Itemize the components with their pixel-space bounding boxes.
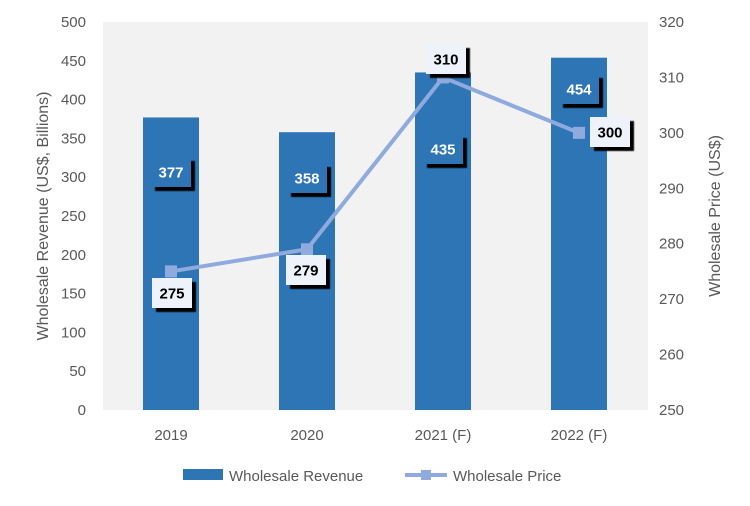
revenue-data-label-text: 454 bbox=[566, 82, 592, 99]
left-tick-label: 500 bbox=[61, 14, 86, 31]
x-tick-label: 2021 (F) bbox=[415, 427, 472, 444]
revenue-bar bbox=[415, 72, 471, 410]
price-data-label-text: 275 bbox=[159, 286, 184, 303]
legend-swatch-wholesale-revenue bbox=[183, 469, 223, 480]
right-tick-label: 320 bbox=[659, 14, 684, 31]
revenue-data-label: 454 bbox=[559, 74, 599, 104]
revenue-data-label-text: 377 bbox=[158, 165, 183, 182]
price-data-label-box bbox=[590, 117, 630, 147]
legend-label-wholesale-price: Wholesale Price bbox=[453, 468, 561, 485]
revenue-data-label-box bbox=[423, 134, 463, 164]
left-tick-label: 450 bbox=[61, 53, 86, 70]
line-series bbox=[165, 71, 585, 278]
legend-label-wholesale-revenue: Wholesale Revenue bbox=[229, 468, 363, 485]
price-data-label-text: 300 bbox=[597, 125, 622, 142]
revenue-data-label-text: 358 bbox=[294, 171, 319, 188]
left-tick-label: 350 bbox=[61, 130, 86, 147]
price-marker bbox=[437, 71, 449, 84]
revenue-data-label: 377 bbox=[151, 157, 191, 187]
price-data-label: 279 bbox=[286, 255, 326, 285]
right-tick-label: 250 bbox=[659, 402, 684, 419]
left-tick-label: 100 bbox=[61, 324, 86, 341]
left-axis-title: Wholesale Revenue (US$, Billions) bbox=[35, 92, 52, 341]
left-tick-label: 200 bbox=[61, 247, 86, 264]
price-data-label: 310 bbox=[426, 44, 466, 74]
revenue-data-label-box bbox=[151, 157, 191, 187]
right-axis: 250 260 270 280 290 300 310 320 bbox=[659, 14, 684, 419]
left-axis: 0 50 100 150 200 250 300 350 400 450 500 bbox=[61, 14, 86, 419]
price-data-label-box bbox=[426, 44, 466, 74]
price-data-label-box bbox=[286, 255, 326, 285]
revenue-data-label: 358 bbox=[287, 163, 327, 193]
right-axis-title: Wholesale Price (US$) bbox=[707, 135, 724, 297]
revenue-data-label-text: 435 bbox=[430, 142, 455, 159]
x-tick-label: 2020 bbox=[290, 427, 323, 444]
right-tick-label: 260 bbox=[659, 347, 684, 364]
right-tick-label: 290 bbox=[659, 180, 684, 197]
revenue-data-label-box bbox=[287, 163, 327, 193]
revenue-bar bbox=[551, 57, 607, 411]
price-line bbox=[170, 75, 580, 274]
left-tick-label: 0 bbox=[78, 402, 86, 419]
right-tick-label: 270 bbox=[659, 291, 684, 308]
x-tick-label: 2019 bbox=[154, 427, 187, 444]
right-tick-label: 280 bbox=[659, 236, 684, 253]
price-marker bbox=[165, 265, 177, 278]
price-data-label: 275 bbox=[152, 278, 192, 308]
revenue-data-label-box bbox=[559, 74, 599, 104]
price-marker bbox=[301, 243, 313, 256]
data-labels: 377 358 435 454 275 279 310 300 bbox=[151, 44, 630, 308]
price-data-label-box bbox=[152, 278, 192, 308]
revenue-data-label: 435 bbox=[423, 134, 463, 164]
left-tick-label: 150 bbox=[61, 286, 86, 303]
legend-marker-wholesale-price bbox=[421, 470, 431, 480]
left-tick-label: 400 bbox=[61, 92, 86, 109]
right-tick-label: 300 bbox=[659, 125, 684, 142]
price-data-label: 300 bbox=[590, 117, 630, 147]
price-data-label-text: 279 bbox=[293, 263, 318, 280]
x-tick-label: 2022 (F) bbox=[551, 427, 608, 444]
left-tick-label: 300 bbox=[61, 169, 86, 186]
left-tick-label: 50 bbox=[69, 363, 86, 380]
x-axis: 2019 2020 2021 (F) 2022 (F) bbox=[154, 427, 607, 444]
price-data-label-text: 310 bbox=[433, 52, 458, 69]
left-tick-label: 250 bbox=[61, 208, 86, 225]
right-tick-label: 310 bbox=[659, 69, 684, 86]
legend: Wholesale Revenue Wholesale Price bbox=[183, 468, 561, 485]
price-marker bbox=[573, 126, 585, 139]
